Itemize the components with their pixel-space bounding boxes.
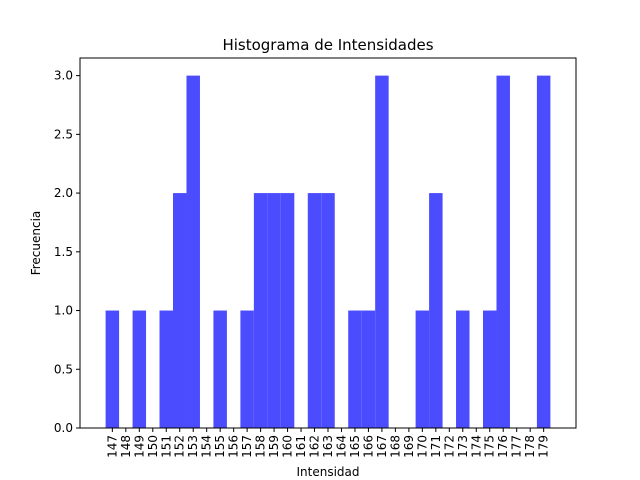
x-tick-label-175: 175 (483, 435, 497, 458)
bar-153 (186, 75, 200, 429)
x-tick-label-169: 169 (402, 435, 416, 458)
bar-162 (307, 193, 322, 428)
bar-160 (280, 193, 295, 428)
x-tick-label-153: 153 (186, 435, 200, 458)
x-tick-label-166: 166 (361, 435, 375, 458)
x-tick-label-170: 170 (415, 435, 429, 458)
bar-163 (321, 193, 335, 428)
x-tick-label-159: 159 (267, 435, 281, 458)
y-tick-label: 3.0 (54, 69, 73, 83)
x-axis-title: Intensidad (296, 465, 359, 479)
x-tick-label-147: 147 (105, 435, 119, 458)
bar-155 (213, 310, 227, 428)
bar-165 (348, 310, 362, 428)
bar-151 (159, 310, 173, 428)
x-tick-label-157: 157 (240, 435, 254, 458)
x-tick-label-177: 177 (510, 435, 524, 458)
x-tick-label-179: 179 (537, 435, 551, 458)
bar-179 (536, 75, 551, 429)
x-tick-label-149: 149 (132, 435, 146, 458)
bar-158 (253, 193, 268, 428)
bar-147 (105, 310, 120, 428)
x-tick-label-163: 163 (321, 435, 335, 458)
x-axis-ticks: 147 148 149 150 151 152 153 154 155 156 157 158 159 1… (105, 428, 551, 458)
x-tick-label-158: 158 (254, 435, 268, 458)
y-axis-title: Frecuencia (29, 211, 43, 276)
y-tick-label: 0.0 (54, 421, 73, 435)
x-tick-label-173: 173 (456, 435, 470, 458)
x-tick-label-154: 154 (200, 435, 214, 458)
chart-title: Histograma de Intensidades (222, 36, 433, 54)
bar-159 (267, 193, 281, 428)
x-tick-label-160: 160 (281, 435, 295, 458)
bars-group (105, 75, 551, 429)
bar-170 (415, 310, 430, 428)
bar-175 (483, 310, 497, 428)
x-tick-label-174: 174 (469, 435, 483, 458)
bar-166 (361, 310, 376, 428)
plot-frame (79, 57, 577, 429)
x-tick-label-152: 152 (173, 435, 187, 458)
y-tick-label: 2.5 (54, 127, 73, 141)
bar-149 (132, 310, 147, 428)
bar-173 (456, 310, 470, 428)
bar-167 (375, 75, 389, 429)
x-tick-label-151: 151 (159, 435, 173, 458)
x-tick-label-155: 155 (213, 435, 227, 458)
x-tick-label-156: 156 (227, 435, 241, 458)
x-tick-label-172: 172 (442, 435, 456, 458)
bar-152 (173, 193, 187, 428)
x-tick-label-178: 178 (523, 435, 537, 458)
x-tick-label-150: 150 (146, 435, 160, 458)
x-tick-label-168: 168 (388, 435, 402, 458)
y-tick-label: 1.0 (54, 304, 73, 318)
x-tick-label-176: 176 (496, 435, 510, 458)
bar-176 (496, 75, 510, 429)
x-tick-label-162: 162 (308, 435, 322, 458)
y-tick-label: 2.0 (54, 186, 73, 200)
bar-157 (240, 310, 254, 428)
y-tick-label: 1.5 (54, 245, 73, 259)
y-axis-ticks: 0.0 0.5 1.0 1.5 2.0 2.5 3.0 (54, 69, 80, 435)
x-tick-label-167: 167 (375, 435, 389, 458)
x-tick-label-165: 165 (348, 435, 362, 458)
bar-171 (429, 193, 443, 428)
x-tick-label-148: 148 (119, 435, 133, 458)
x-tick-label-171: 171 (429, 435, 443, 458)
x-tick-label-161: 161 (294, 435, 308, 458)
x-tick-label-164: 164 (334, 435, 348, 458)
y-tick-label: 0.5 (54, 362, 73, 376)
